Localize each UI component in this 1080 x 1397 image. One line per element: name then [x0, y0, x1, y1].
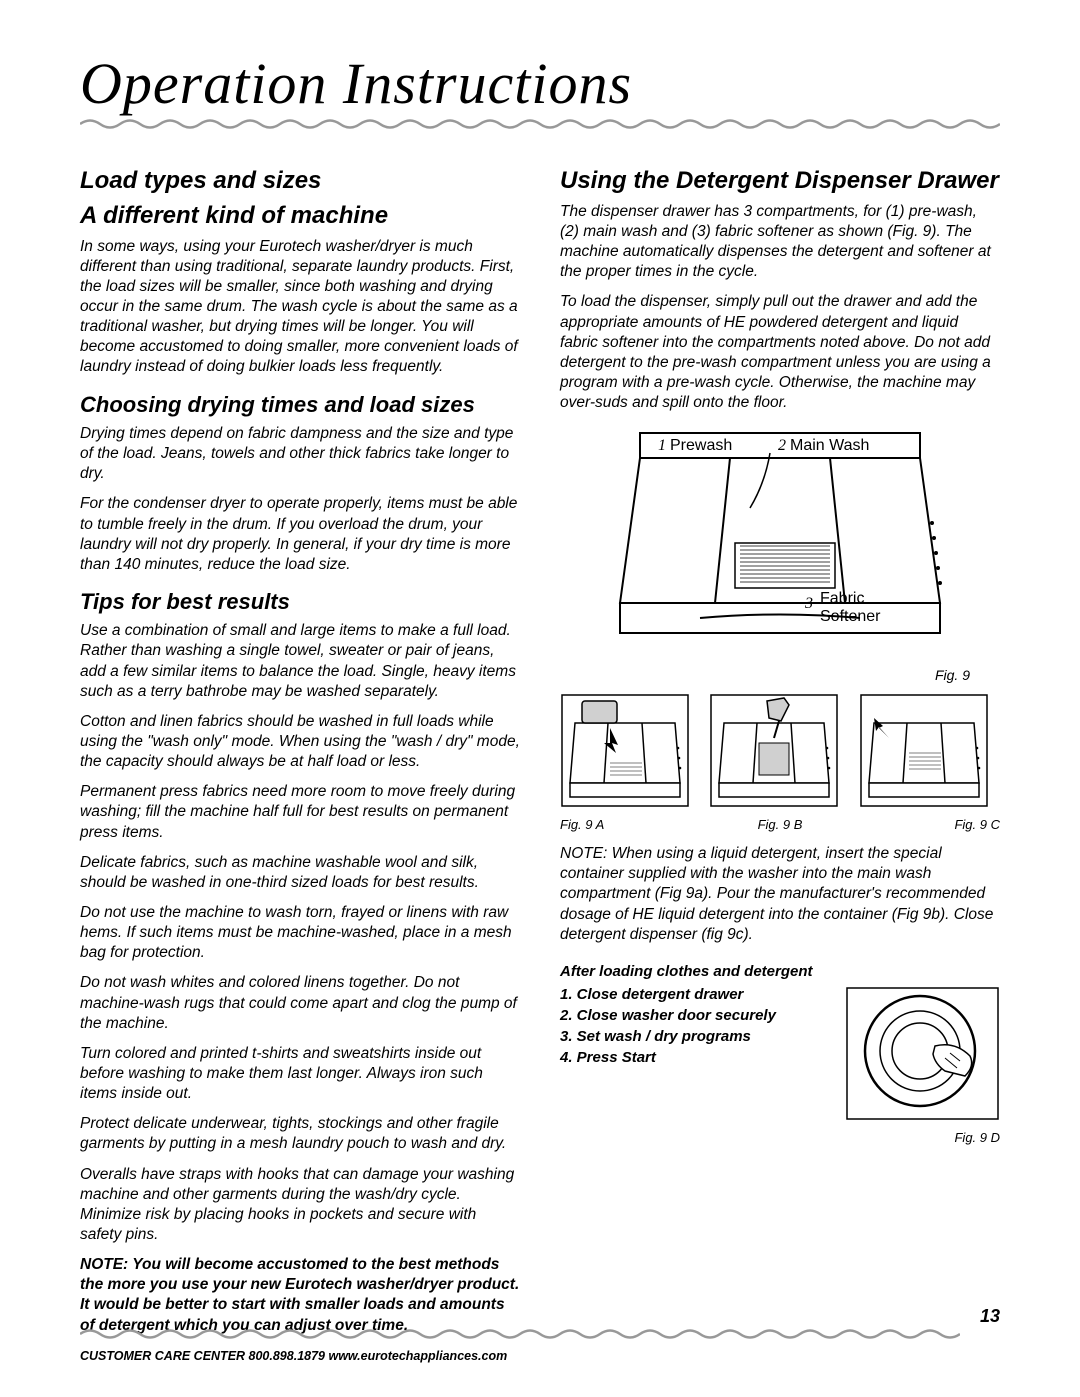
- note-paragraph: NOTE: You will become accustomed to the …: [80, 1255, 520, 1336]
- paragraph: Drying times depend on fabric dampness a…: [80, 424, 520, 484]
- left-column: Load types and sizes A different kind of…: [80, 159, 520, 1346]
- footer-text: CUSTOMER CARE CENTER 800.898.1879 www.eu…: [80, 1349, 507, 1363]
- drawer-label-mainwash: Main Wash: [790, 437, 869, 454]
- figure-drawer: 1 Prewash 2 Main Wash 3 Fabric Softener: [600, 423, 960, 663]
- right-column: Using the Detergent Dispenser Drawer The…: [560, 159, 1000, 1346]
- wave-divider-bottom: [80, 1327, 970, 1341]
- wave-divider-top: [80, 117, 1000, 131]
- heading-different-machine: A different kind of machine: [80, 202, 520, 231]
- drawer-label-prewash: Prewash: [670, 437, 732, 454]
- figure-caption-9b: Fig. 9 B: [709, 817, 850, 832]
- paragraph: Delicate fabrics, such as machine washab…: [80, 853, 520, 893]
- drawer-label-fabric: Fabric: [820, 590, 864, 607]
- drawer-num-1: 1: [658, 437, 666, 454]
- paragraph: To load the dispenser, simply pull out t…: [560, 292, 1000, 413]
- heading-tips: Tips for best results: [80, 589, 520, 615]
- figure-caption-9: Fig. 9: [560, 667, 1000, 683]
- heading-choosing-drying: Choosing drying times and load sizes: [80, 392, 520, 418]
- paragraph: In some ways, using your Eurotech washer…: [80, 237, 520, 378]
- step-2: 2. Close washer door securely: [560, 1007, 831, 1024]
- figure-caption-9c: Fig. 9 C: [859, 817, 1000, 832]
- step-1: 1. Close detergent drawer: [560, 986, 831, 1003]
- heading-load-types: Load types and sizes: [80, 167, 520, 196]
- step-3: 3. Set wash / dry programs: [560, 1028, 831, 1045]
- paragraph: Cotton and linen fabrics should be washe…: [80, 712, 520, 772]
- steps-list: 1. Close detergent drawer 2. Close washe…: [560, 986, 831, 1070]
- figure-caption-9a: Fig. 9 A: [560, 817, 701, 832]
- paragraph: Do not wash whites and colored linens to…: [80, 973, 520, 1033]
- figure-9c: [859, 693, 989, 808]
- paragraph: Permanent press fabrics need more room t…: [80, 782, 520, 842]
- paragraph: Protect delicate underwear, tights, stoc…: [80, 1114, 520, 1154]
- paragraph: Do not use the machine to wash torn, fra…: [80, 903, 520, 963]
- paragraph: Use a combination of small and large ite…: [80, 621, 520, 702]
- paragraph: Overalls have straps with hooks that can…: [80, 1165, 520, 1246]
- paragraph: NOTE: When using a liquid detergent, ins…: [560, 844, 1000, 945]
- after-loading-heading: After loading clothes and detergent: [560, 963, 1000, 980]
- paragraph: For the condenser dryer to operate prope…: [80, 494, 520, 575]
- drawer-label-softener: Softener: [820, 608, 881, 625]
- figure-9d: [845, 986, 1000, 1121]
- paragraph: Turn colored and printed t-shirts and sw…: [80, 1044, 520, 1104]
- drawer-num-3: 3: [804, 595, 813, 612]
- figure-9b: [709, 693, 839, 808]
- paragraph: The dispenser drawer has 3 compartments,…: [560, 202, 1000, 283]
- figure-row: [560, 693, 1000, 813]
- figure-9a: [560, 693, 690, 808]
- figure-caption-9d: Fig. 9 D: [845, 1130, 1000, 1145]
- heading-dispenser: Using the Detergent Dispenser Drawer: [560, 167, 1000, 196]
- drawer-num-2: 2: [778, 437, 786, 454]
- page-number: 13: [980, 1306, 1000, 1327]
- page-title: Operation Instructions: [80, 50, 1000, 117]
- step-4: 4. Press Start: [560, 1049, 831, 1066]
